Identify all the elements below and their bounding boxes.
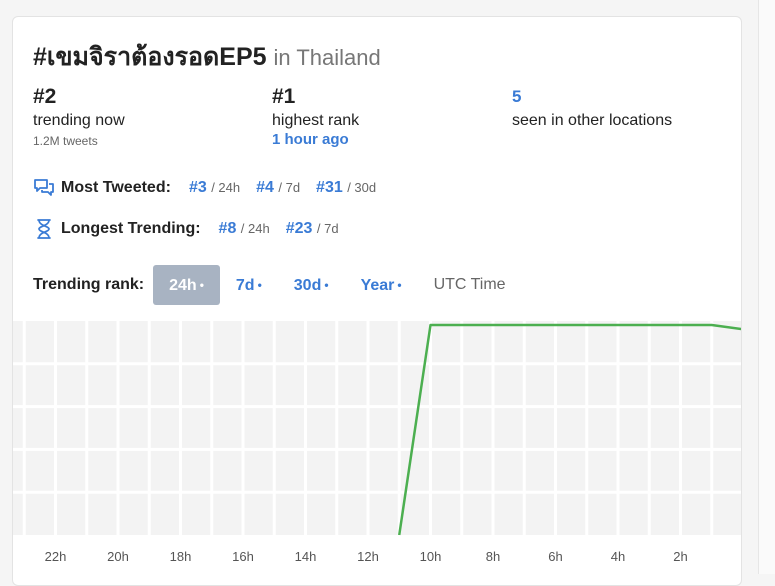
chart-plot-area <box>13 321 741 535</box>
longest-trending-label: Longest Trending: <box>61 220 201 237</box>
chart-series-line <box>398 323 741 536</box>
tweet-count: 1.2M tweets <box>33 134 98 148</box>
most-tweeted-24h[interactable]: #3 / 24h <box>188 179 241 196</box>
most-tweeted-row: Most Tweeted: #3 / 24h #4 / 7d #31 / 30d <box>33 177 392 199</box>
chart-x-tick-label: 10h <box>420 549 442 564</box>
longest-trending-7d[interactable]: #23 / 7d <box>285 220 339 237</box>
page-title: #เขมจิราต้องรอดEP5 in Thailand <box>33 37 381 77</box>
highest-rank-label: highest rank <box>272 112 360 129</box>
stat-trending-now: #2 trending now 1.2M tweets <box>33 85 125 148</box>
chart-x-tick-label: 2h <box>673 549 687 564</box>
tab-24h[interactable]: 24h • <box>153 265 220 305</box>
tab-year[interactable]: Year • <box>360 277 402 294</box>
chart-x-tick-label: 12h <box>357 549 379 564</box>
chart-x-tick-label: 16h <box>232 549 254 564</box>
trending-rank-tabs: Trending rank: 24h • 7d • 30d • Year • UTC T… <box>33 265 522 305</box>
utc-time-toggle[interactable]: UTC Time <box>433 276 506 293</box>
other-locations-label: seen in other locations <box>512 112 673 129</box>
longest-trending-row: Longest Trending: #8 / 24h #23 / 7d <box>33 218 355 240</box>
chart-x-tick-label: 4h <box>611 549 625 564</box>
chat-bubbles-icon <box>33 177 55 199</box>
most-tweeted-30d[interactable]: #31 / 30d <box>316 179 377 196</box>
most-tweeted-7d[interactable]: #4 / 7d <box>256 179 301 196</box>
chart-x-tick-label: 18h <box>170 549 192 564</box>
trend-card: #เขมจิราต้องรอดEP5 in Thailand #2 trendi… <box>12 16 742 586</box>
chart-x-tick-label: 6h <box>548 549 562 564</box>
tab-30d[interactable]: 30d • <box>293 277 329 294</box>
highest-rank-time-link[interactable]: 1 hour ago <box>272 131 349 148</box>
trending-rank-chart: 22h 20h 18h 16h 14h 12h 10h 8h 6h 4h 2h <box>13 321 741 564</box>
stat-other-locations[interactable]: 5 seen in other locations <box>512 85 672 130</box>
current-rank-value: #2 <box>33 85 57 108</box>
hashtag-title: #เขมจิราต้องรอดEP5 <box>33 43 267 71</box>
trending-rank-label: Trending rank: <box>33 276 145 293</box>
longest-trending-24h[interactable]: #8 / 24h <box>218 220 270 237</box>
most-tweeted-label: Most Tweeted: <box>61 179 171 196</box>
right-panel-edge <box>758 0 775 574</box>
other-locations-count[interactable]: 5 <box>512 87 522 106</box>
stat-highest-rank: #1 highest rank 1 hour ago <box>272 85 359 148</box>
chart-x-tick-label: 14h <box>295 549 317 564</box>
tab-7d[interactable]: 7d • <box>235 277 262 294</box>
chart-x-tick-label: 22h <box>45 549 67 564</box>
hourglass-icon <box>33 218 55 240</box>
current-rank-label: trending now <box>33 112 125 129</box>
chart-x-tick-label: 8h <box>486 549 500 564</box>
highest-rank-value: #1 <box>272 85 296 108</box>
chart-x-tick-label: 20h <box>107 549 129 564</box>
location-text: in Thailand <box>273 45 381 70</box>
